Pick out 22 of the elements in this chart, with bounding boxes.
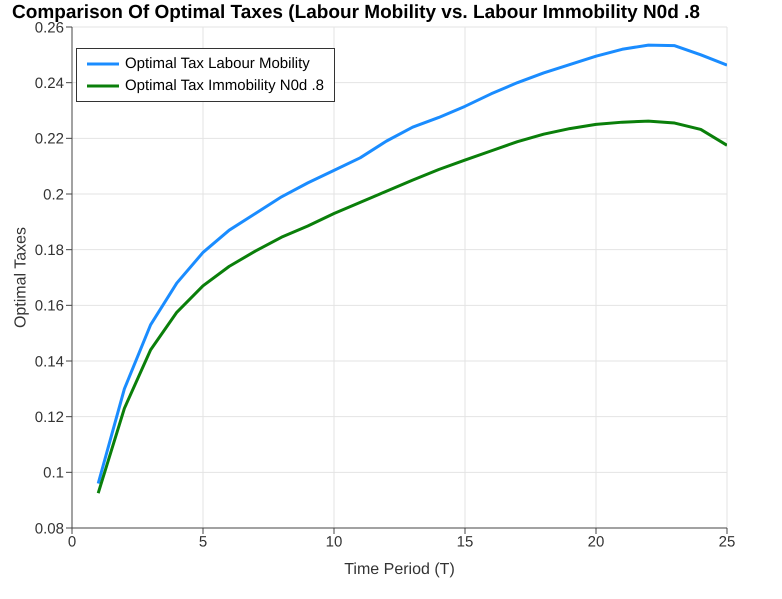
x-axis-title: Time Period (T)	[344, 561, 455, 578]
x-tick-label: 20	[588, 534, 604, 551]
x-tick-label: 5	[198, 534, 208, 551]
y-axis-title: Optimal Taxes	[12, 226, 30, 328]
y-tick-label: 0.16	[34, 298, 64, 315]
line-series	[96, 44, 727, 485]
chart-title: Comparison Of Optimal Taxes (Labour Mobility vs. Labour Immobility N0d .8	[11, 2, 701, 23]
y-tick-label: 0.1	[43, 464, 64, 482]
y-tick-label: 0.12	[34, 408, 64, 426]
y-tick-label: 0.24	[34, 74, 64, 92]
legend-label: Optimal Tax Labour Mobility	[125, 54, 310, 74]
x-tick-label: 10	[326, 534, 342, 551]
y-tick-label: 0.08	[34, 520, 64, 538]
y-tick-label: 0.2	[43, 186, 64, 204]
y-tick-label: 0.14	[34, 353, 64, 370]
x-tick-label: 0	[68, 534, 76, 551]
x-tick-label: 15	[456, 534, 474, 551]
y-tick-label: 0.18	[34, 242, 64, 259]
x-tick-label: 25	[718, 534, 736, 551]
legend-label: Optimal Tax Immobility N0d .8	[125, 76, 324, 96]
y-tick-label: 0.22	[34, 130, 64, 148]
line-series	[96, 120, 727, 495]
